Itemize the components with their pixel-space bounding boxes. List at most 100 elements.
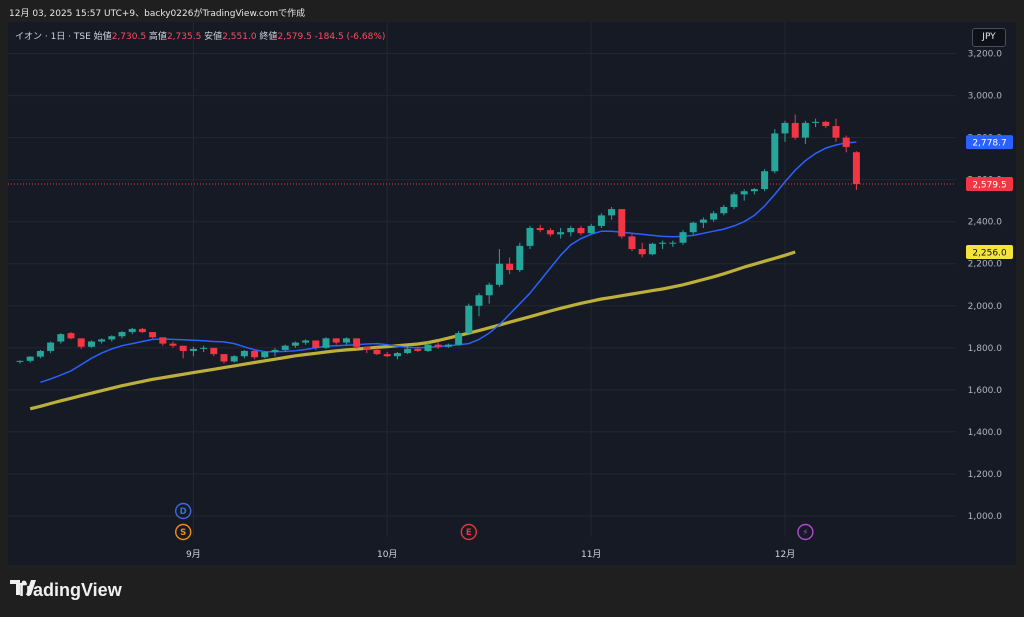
candle-body	[597, 215, 605, 226]
candle-body	[638, 249, 646, 255]
candle-body	[251, 350, 259, 358]
time-axis: 9月 10月 11月 12月	[186, 549, 795, 560]
event-marker-letter: S	[180, 528, 186, 538]
candle-body	[699, 219, 707, 223]
y-tick-label: 2,200.0	[968, 260, 1003, 270]
candle-body	[546, 230, 554, 235]
close-value: 2,579.5	[277, 32, 312, 42]
chart-panel[interactable]: イオン · 1日 · TSE 始値2,730.5 高値2,735.5 安値2,5…	[8, 22, 1016, 565]
candle-body	[210, 347, 218, 355]
candle-body	[200, 347, 208, 349]
x-tick-label: 11月	[581, 549, 601, 560]
candle-body	[87, 341, 95, 347]
candlestick-chart: 1,000.0 1,200.0 1,400.0 1,600.0 1,800.0 2,000…	[8, 22, 1013, 560]
candle-body	[16, 360, 24, 362]
candle-body	[169, 343, 177, 346]
candle-body	[618, 209, 626, 237]
candle-body	[67, 333, 75, 339]
candle-body	[842, 137, 850, 148]
candle-body	[475, 295, 483, 306]
candle-body	[648, 243, 656, 255]
candle-body	[720, 206, 728, 214]
tradingview-brand[interactable]: TradingView	[10, 580, 122, 601]
candle-body	[26, 356, 34, 361]
tradingview-logo-icon	[10, 580, 36, 595]
candle-body	[801, 122, 809, 138]
candle-body	[291, 342, 299, 346]
symbol-legend: イオン · 1日 · TSE 始値2,730.5 高値2,735.5 安値2,5…	[15, 29, 385, 42]
y-tick-label: 3,000.0	[968, 92, 1003, 102]
y-tick-label: 2,000.0	[968, 302, 1003, 312]
candle-body	[36, 350, 44, 357]
currency-button[interactable]: JPY	[972, 28, 1006, 47]
price-label-box	[966, 176, 1013, 191]
candle-body	[220, 354, 228, 362]
close-label: 終値	[259, 32, 278, 42]
candle-body	[852, 152, 860, 184]
candle-body	[312, 340, 320, 348]
event-marker-circle	[174, 502, 192, 520]
candle-body	[832, 126, 840, 138]
candle-body	[342, 338, 350, 343]
event-marker-circle	[174, 523, 192, 541]
candle-body	[404, 348, 412, 354]
event-marker-circle	[797, 523, 814, 541]
candle-body	[516, 245, 524, 271]
candle-body	[659, 242, 667, 244]
y-tick-label: 1,600.0	[968, 386, 1003, 396]
y-tick-label: 3,200.0	[968, 50, 1003, 60]
grid-lines	[8, 22, 956, 537]
event-marker-letter: D	[180, 507, 187, 517]
candle-body	[138, 328, 146, 333]
candle-body	[118, 332, 126, 337]
candle-body	[761, 171, 769, 190]
y-tick-label: 1,400.0	[968, 428, 1003, 438]
candle-body	[159, 337, 167, 344]
candle-body	[608, 209, 616, 216]
event-marker-letter: E	[466, 528, 472, 538]
price-label-text: 2,778.7	[972, 139, 1006, 149]
candle-body	[465, 305, 473, 334]
low-label: 安値	[204, 32, 223, 42]
candle-body	[577, 228, 585, 234]
x-tick-label: 12月	[775, 549, 795, 560]
candle-body	[98, 339, 106, 342]
candles	[16, 114, 860, 364]
low-value: 2,551.0	[222, 32, 257, 42]
symbol-name: イオン · 1日 · TSE	[15, 32, 91, 42]
candle-body	[536, 228, 544, 231]
long-moving-average	[29, 250, 796, 411]
candle-body	[353, 338, 361, 347]
y-tick-label: 1,800.0	[968, 344, 1003, 354]
change-value: -184.5 (-6.68%)	[314, 32, 386, 42]
candle-body	[669, 242, 677, 244]
candle-body	[240, 350, 248, 357]
candle-body	[424, 344, 432, 351]
candle-body	[791, 122, 799, 138]
event-markers: D S E ⚡	[174, 502, 814, 541]
snapshot-caption: 12月 03, 2025 15:57 UTC+9、backy0226がTradi…	[9, 9, 306, 19]
candle-body	[302, 340, 310, 343]
price-label-box	[966, 135, 1013, 150]
candle-body	[771, 133, 779, 172]
long-ma-line	[29, 250, 796, 411]
candle-body	[710, 213, 718, 220]
candle-body	[781, 122, 789, 134]
candle-body	[495, 263, 503, 285]
candle-body	[373, 349, 381, 355]
candle-body	[567, 228, 575, 233]
high-value: 2,735.5	[166, 32, 202, 42]
candle-body	[587, 225, 595, 234]
candle-body	[822, 121, 830, 127]
candle-body	[383, 354, 391, 357]
y-tick-label: 2,400.0	[968, 218, 1003, 228]
candle-body	[230, 356, 238, 362]
y-tick-label: 1,000.0	[968, 512, 1003, 522]
event-marker-circle	[460, 523, 477, 541]
candle-body	[179, 345, 187, 351]
candle-body	[444, 344, 452, 347]
candle-body	[393, 353, 401, 357]
candle-body	[557, 232, 565, 235]
top-caption-bar: 12月 03, 2025 15:57 UTC+9、backy0226がTradi…	[0, 0, 1024, 22]
candle-body	[812, 121, 820, 123]
